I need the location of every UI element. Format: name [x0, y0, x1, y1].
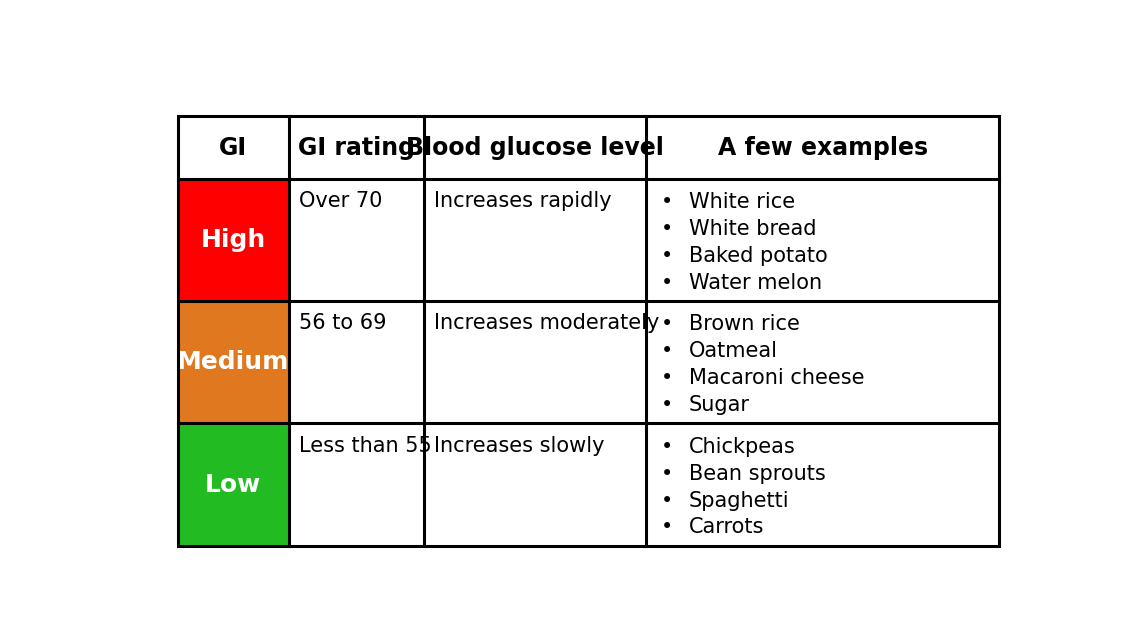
Text: Blood glucose level: Blood glucose level — [406, 135, 665, 160]
Text: A few examples: A few examples — [718, 135, 928, 160]
Text: Baked potato: Baked potato — [689, 246, 828, 266]
Text: •: • — [660, 192, 673, 212]
Bar — [178, 301, 288, 424]
Text: High: High — [201, 228, 266, 252]
Text: Increases rapidly: Increases rapidly — [434, 191, 612, 211]
Text: •: • — [660, 395, 673, 415]
Text: •: • — [660, 219, 673, 239]
Text: •: • — [660, 437, 673, 457]
Text: Macaroni cheese: Macaroni cheese — [689, 368, 864, 388]
Text: Less than 55: Less than 55 — [299, 436, 431, 456]
Bar — [178, 117, 1000, 546]
Text: Medium: Medium — [177, 350, 290, 374]
Bar — [178, 179, 288, 301]
Text: •: • — [660, 463, 673, 484]
Text: Spaghetti: Spaghetti — [689, 490, 790, 510]
Text: •: • — [660, 246, 673, 266]
Text: •: • — [660, 490, 673, 510]
Text: Chickpeas: Chickpeas — [689, 437, 796, 457]
Text: White rice: White rice — [689, 192, 795, 212]
Text: Sugar: Sugar — [689, 395, 750, 415]
Text: Water melon: Water melon — [689, 272, 822, 293]
Text: Bean sprouts: Bean sprouts — [689, 463, 825, 484]
Text: 56 to 69: 56 to 69 — [299, 313, 386, 333]
Text: GI: GI — [219, 135, 247, 160]
Text: Increases moderately: Increases moderately — [434, 313, 660, 333]
Text: White bread: White bread — [689, 219, 816, 239]
Text: •: • — [660, 368, 673, 388]
Bar — [178, 424, 288, 546]
Text: •: • — [660, 314, 673, 335]
Text: Oatmeal: Oatmeal — [689, 341, 777, 362]
Text: Brown rice: Brown rice — [689, 314, 800, 335]
Text: Over 70: Over 70 — [299, 191, 382, 211]
Text: Increases slowly: Increases slowly — [434, 436, 604, 456]
Text: •: • — [660, 517, 673, 537]
Text: •: • — [660, 341, 673, 362]
Text: GI rating: GI rating — [298, 135, 415, 160]
Text: Low: Low — [205, 472, 261, 497]
Text: Carrots: Carrots — [689, 517, 764, 537]
Text: •: • — [660, 272, 673, 293]
